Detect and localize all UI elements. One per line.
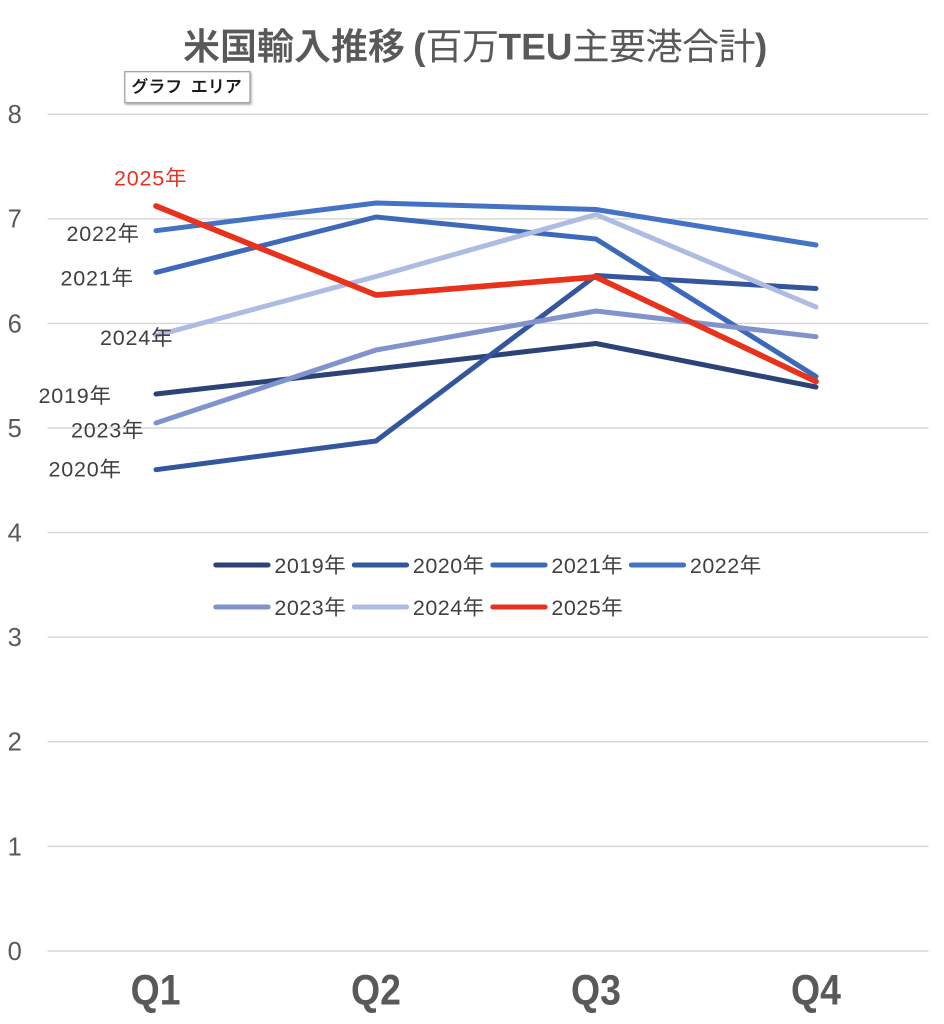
svg-text:2023: 2023 [274, 596, 324, 620]
svg-text:): ) [755, 27, 767, 68]
svg-text:2023: 2023 [71, 418, 122, 442]
svg-text:6: 6 [8, 310, 22, 338]
svg-text:2019: 2019 [274, 554, 324, 578]
svg-text:2021: 2021 [61, 266, 112, 290]
svg-text:(: ( [413, 27, 426, 68]
svg-text:2025: 2025 [551, 596, 601, 620]
svg-text:1: 1 [8, 833, 22, 861]
svg-text:0: 0 [8, 938, 22, 966]
svg-text:TEU: TEU [499, 27, 573, 68]
svg-text:5: 5 [8, 415, 22, 443]
svg-text:Q3: Q3 [571, 966, 621, 1014]
svg-text:2024: 2024 [100, 326, 151, 350]
svg-text:Q1: Q1 [131, 966, 181, 1014]
svg-text:Q4: Q4 [791, 966, 841, 1014]
svg-text:8: 8 [8, 101, 22, 129]
svg-text:2025: 2025 [114, 166, 165, 190]
svg-text:2024: 2024 [413, 596, 463, 620]
svg-text:2: 2 [8, 729, 22, 757]
svg-text:2022: 2022 [67, 222, 118, 246]
svg-text:4: 4 [8, 520, 22, 548]
svg-text:7: 7 [8, 206, 22, 234]
svg-text:2020: 2020 [413, 554, 463, 578]
svg-text:2021: 2021 [551, 554, 601, 578]
svg-text:Q2: Q2 [351, 966, 401, 1014]
svg-text:2019: 2019 [39, 384, 90, 408]
svg-text:2022: 2022 [690, 554, 740, 578]
svg-text:3: 3 [8, 624, 22, 652]
svg-text:2020: 2020 [49, 458, 100, 482]
